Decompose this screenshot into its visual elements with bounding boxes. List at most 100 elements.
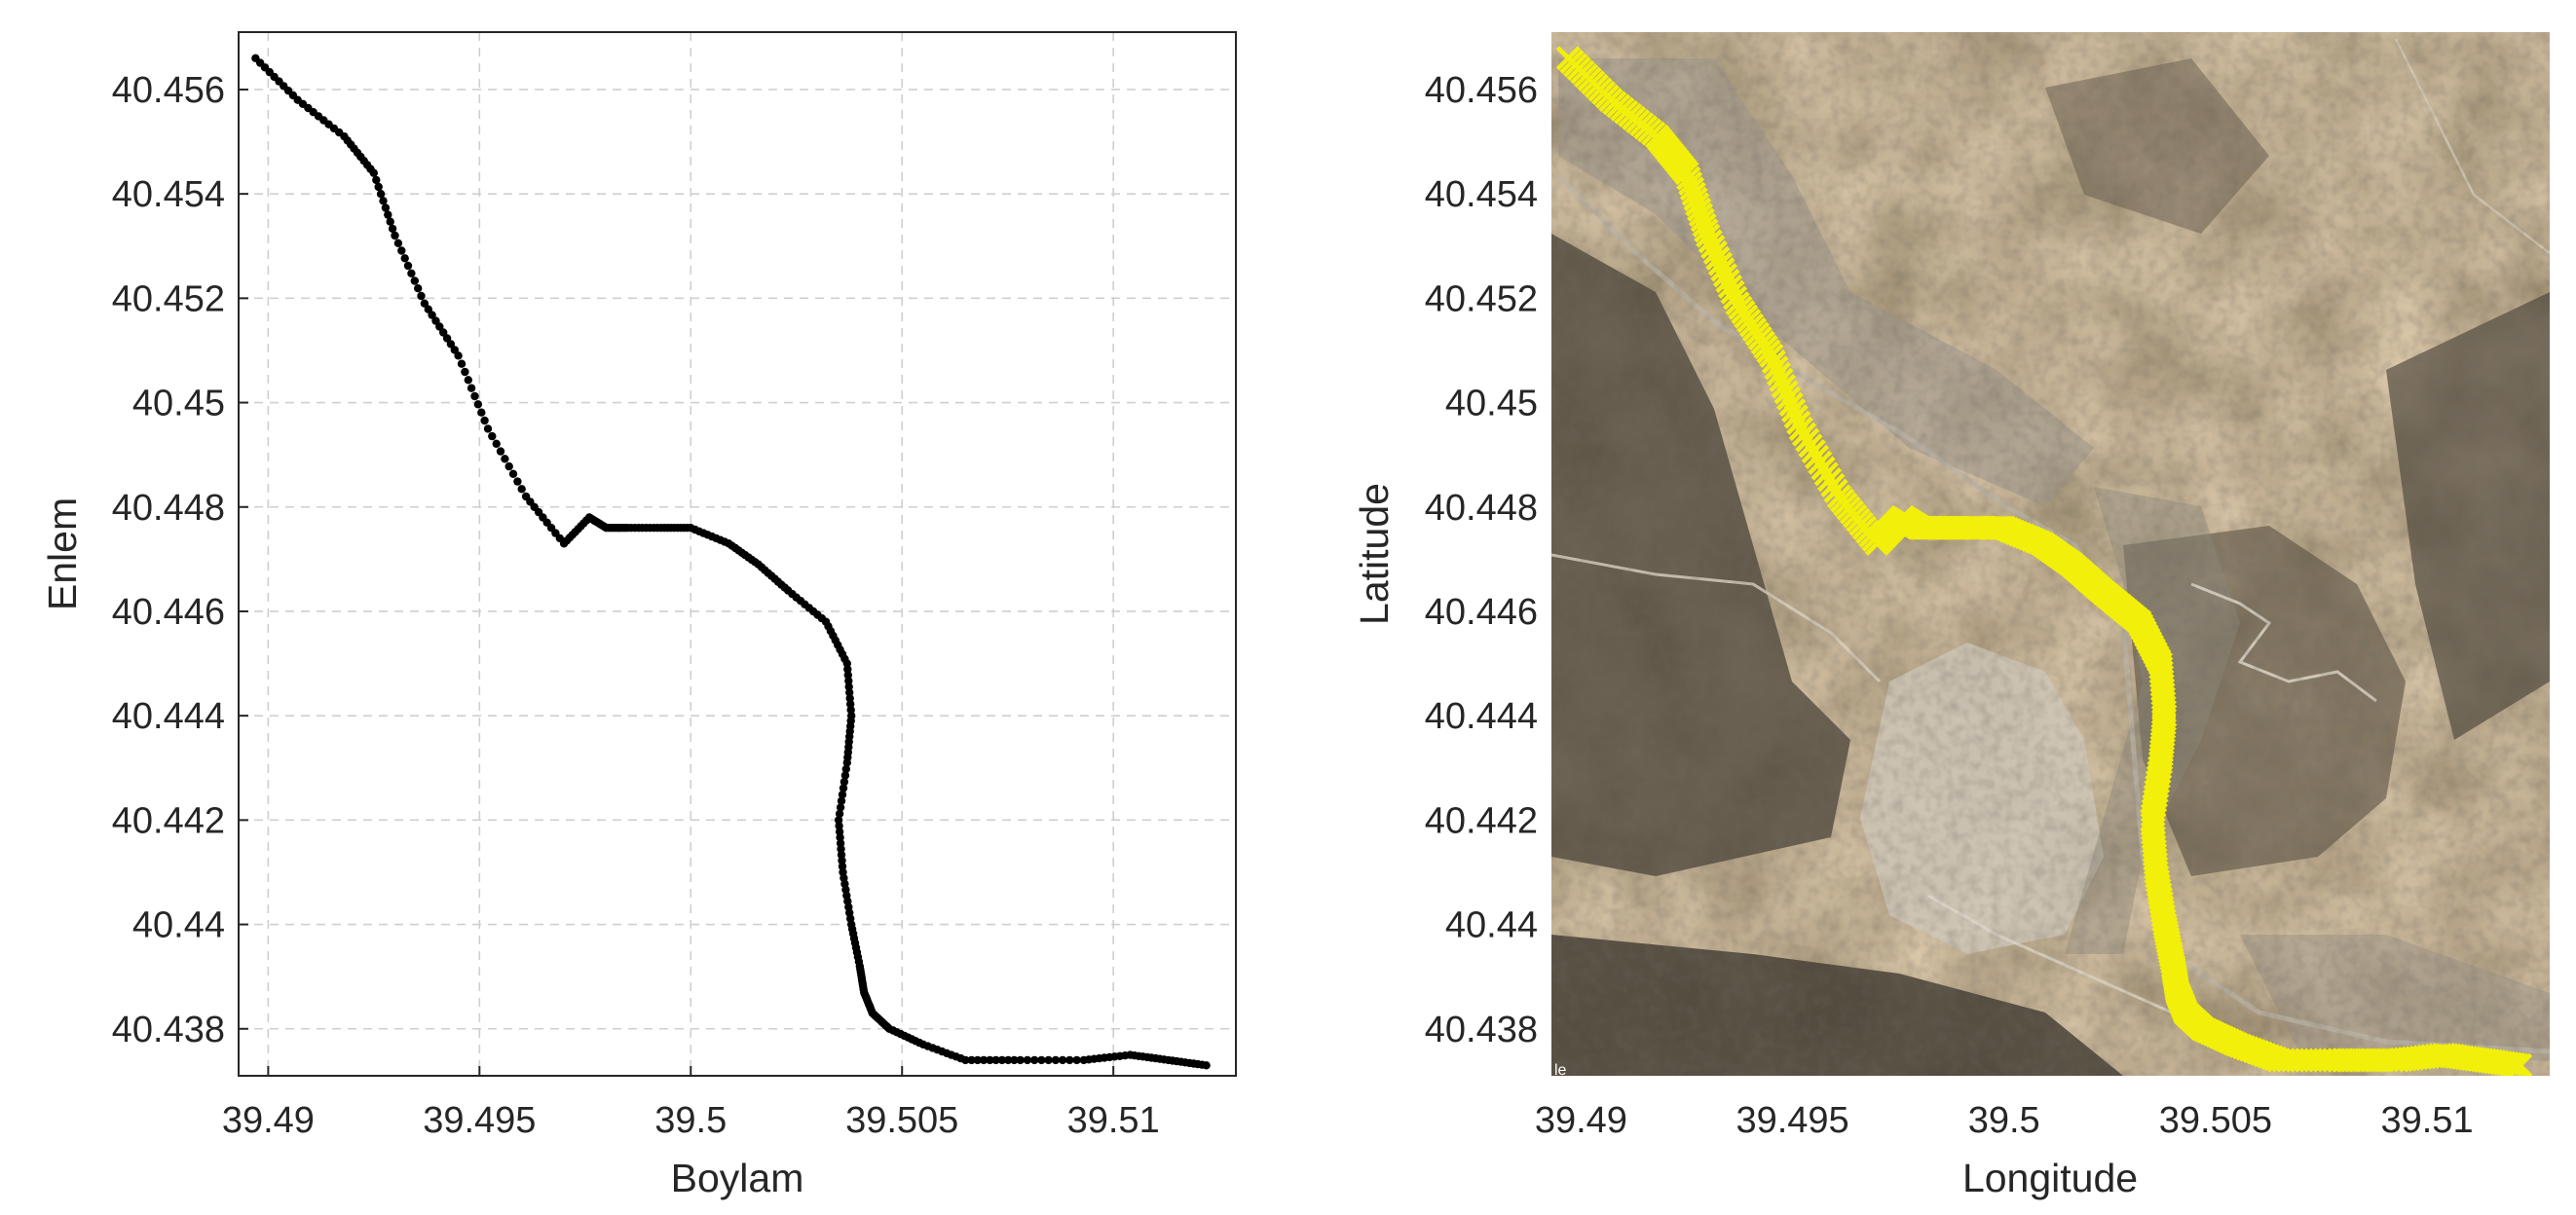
right-y-ticks: 40.438 40.44 40.442 40.444 40.446 40.448 40.45…	[1425, 70, 1538, 1050]
y-tick-label: 40.448	[112, 488, 225, 529]
right-axes: le 39.49 39.495 39.5 39.505 39.51 40.43840.4…	[1352, 32, 2550, 1200]
right-y-axis-label: Latitude	[1352, 483, 1397, 625]
track-point	[839, 784, 848, 792]
track-point	[838, 862, 847, 871]
y-tick-label: 40.438	[1425, 1010, 1538, 1050]
y-tick-label: 40.454	[112, 174, 225, 215]
track-point	[504, 461, 513, 471]
y-tick-label: 40.44	[132, 905, 225, 946]
track-point	[384, 210, 392, 219]
track-point	[1037, 1055, 1046, 1065]
x-tick-label: 39.505	[2159, 1100, 2272, 1141]
y-tick-label: 40.446	[112, 592, 225, 633]
track-point	[376, 190, 386, 199]
track-point	[2508, 1052, 2533, 1076]
track-point	[477, 408, 486, 417]
track-point	[835, 822, 843, 830]
right-x-axis-label: Longitude	[1962, 1156, 2138, 1200]
track-point	[381, 203, 391, 212]
y-tick-label: 40.454	[1425, 174, 1538, 215]
left-x-axis-label: Boylam	[671, 1156, 804, 1200]
left-x-ticks: 39.49 39.495 39.5 39.505 39.51	[222, 1066, 1160, 1141]
left-y-axis-label: Enlem	[40, 497, 85, 610]
right-track-markers	[1555, 46, 2533, 1076]
track-point	[446, 340, 456, 349]
track-point	[464, 376, 472, 385]
map-attribution-fragment: le	[1554, 1062, 1567, 1079]
track-point	[457, 359, 467, 368]
track-point	[842, 758, 851, 767]
y-tick-label: 40.44	[1445, 905, 1538, 946]
track-point	[393, 239, 403, 247]
x-tick-label: 39.505	[845, 1100, 958, 1141]
track-point	[838, 856, 846, 865]
track-point	[1202, 1061, 1211, 1070]
track-point	[379, 197, 388, 205]
track-point	[979, 1055, 989, 1065]
track-point	[840, 777, 849, 787]
y-tick-label: 40.45	[132, 384, 225, 424]
y-tick-label: 40.448	[1425, 488, 1538, 529]
track-point	[1010, 1055, 1019, 1065]
track-point	[837, 844, 845, 854]
track-point	[1058, 1055, 1067, 1065]
x-tick-label: 39.495	[423, 1100, 536, 1141]
track-point	[439, 328, 448, 337]
track-point	[372, 175, 381, 185]
x-tick-label: 39.495	[1736, 1100, 1848, 1141]
track-point	[836, 833, 844, 842]
track-point	[508, 469, 518, 478]
left-track-markers	[251, 54, 1211, 1070]
track-point	[410, 276, 419, 285]
track-point	[513, 477, 522, 486]
track-point	[1072, 1055, 1081, 1065]
track-point	[470, 391, 479, 401]
track-point	[496, 447, 505, 456]
track-point	[1004, 1055, 1013, 1065]
track-point	[388, 224, 397, 234]
y-tick-label: 40.456	[112, 70, 225, 111]
track-point	[467, 384, 476, 392]
x-tick-label: 39.5	[1968, 1100, 2040, 1141]
track-point	[386, 217, 394, 226]
y-tick-label: 40.452	[1425, 278, 1538, 319]
left-y-ticks: 40.438 40.44 40.442 40.444 40.446 40.448 40.45…	[112, 70, 248, 1050]
track-point	[403, 261, 413, 271]
track-point	[967, 1055, 976, 1065]
left-axes-frame	[238, 31, 1237, 1077]
track-point	[473, 400, 483, 409]
track-point	[838, 791, 847, 799]
y-tick-label: 40.444	[112, 696, 225, 737]
track-point	[454, 351, 463, 360]
y-tick-label: 40.45	[1445, 384, 1538, 424]
track-point	[400, 254, 409, 263]
right-x-ticks: 39.49 39.495 39.5 39.505 39.51	[1535, 1100, 2474, 1141]
track-point	[997, 1055, 1007, 1065]
track-point	[417, 291, 426, 301]
track-point	[845, 688, 854, 697]
x-tick-label: 39.49	[1535, 1100, 1627, 1141]
track-point	[1030, 1055, 1039, 1065]
track-point	[369, 168, 378, 177]
track-point	[1065, 1055, 1074, 1065]
y-tick-label: 40.444	[1425, 696, 1538, 737]
y-tick-label: 40.438	[112, 1010, 225, 1050]
track-point	[435, 322, 444, 331]
track-point	[1023, 1055, 1032, 1065]
track-point	[492, 439, 501, 448]
left-axes: 39.49 39.495 39.5 39.505 39.51 40.43840.4440…	[40, 31, 1237, 1200]
x-tick-label: 39.5	[654, 1100, 727, 1141]
track-point	[840, 771, 850, 780]
track-point	[846, 700, 855, 709]
track-point	[991, 1055, 1000, 1065]
track-point	[414, 284, 423, 293]
track-point	[1051, 1055, 1061, 1065]
track-point	[461, 367, 469, 377]
track-point	[836, 803, 845, 812]
track-point	[961, 1055, 970, 1065]
track-point	[517, 485, 526, 494]
left-gridlines	[239, 32, 1236, 1076]
track-point	[835, 809, 844, 818]
track-point	[501, 455, 509, 463]
